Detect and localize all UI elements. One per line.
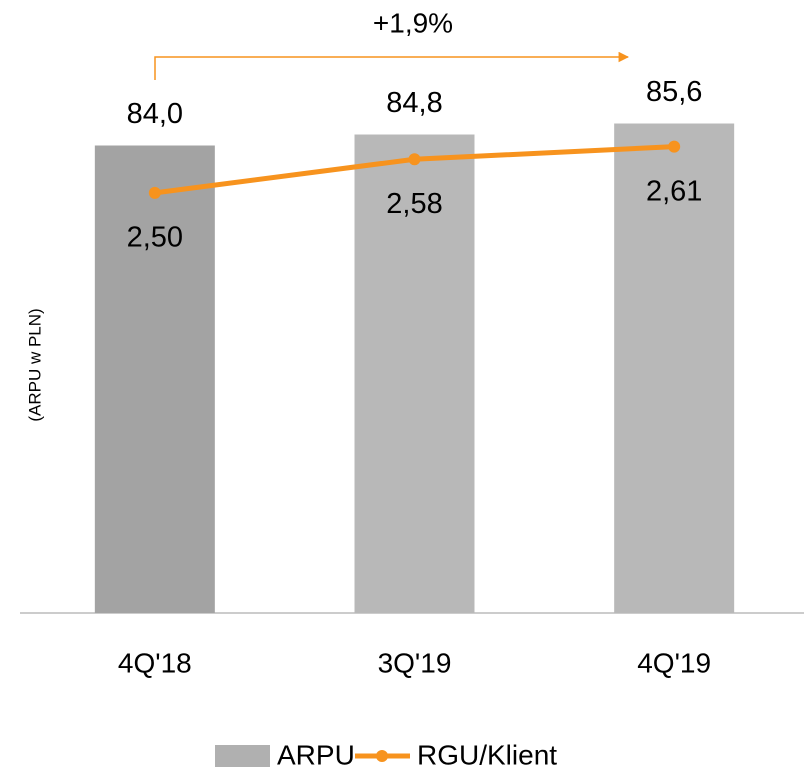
x-tick-label: 4Q'19 xyxy=(637,647,711,678)
legend-swatch xyxy=(215,745,270,767)
x-tick-label: 3Q'19 xyxy=(378,647,452,678)
x-tick-label: 4Q'18 xyxy=(118,647,192,678)
legend-label: ARPU xyxy=(277,739,355,770)
bar-value-label: 84,8 xyxy=(386,87,442,119)
bar xyxy=(94,145,215,613)
bar-value-label: 85,6 xyxy=(646,76,702,108)
line-point xyxy=(408,153,421,166)
bar xyxy=(614,123,735,613)
annotation: +1,9% xyxy=(373,7,453,38)
line-value-label: 2,58 xyxy=(386,188,442,220)
bar xyxy=(354,134,475,613)
growth-arrow xyxy=(154,51,630,80)
line-value-label: 2,50 xyxy=(127,222,183,254)
bar-value-label: 84,0 xyxy=(127,98,183,130)
legend-label: RGU/Klient xyxy=(417,739,557,770)
line-point xyxy=(668,140,681,153)
y-axis-label: (ARPU w PLN) xyxy=(25,308,44,421)
line-value-label: 2,61 xyxy=(646,175,702,207)
legend-swatch-dot xyxy=(376,750,388,762)
line-point xyxy=(148,186,161,199)
